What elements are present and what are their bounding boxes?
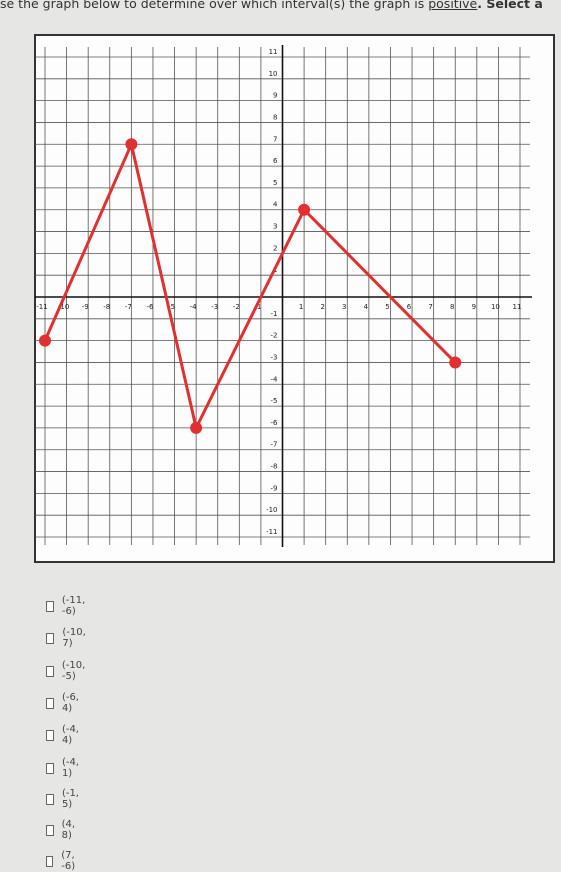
graph: -11 -10 -9 -8 -7 -6 -5 -4 -3 -2 -1 1 2 3 4 5 6 7 8 9 10 11-11…: [34, 34, 555, 563]
y-tick-label: -5: [271, 397, 278, 405]
x-tick-label: 7: [428, 303, 432, 311]
y-tick-label: 8: [273, 113, 277, 121]
y-tick-label: 9: [273, 92, 277, 100]
checkbox[interactable]: [46, 793, 54, 805]
checkbox[interactable]: [46, 824, 54, 836]
y-tick-label: -2: [271, 332, 278, 340]
option-label[interactable]: (-11, -6): [61, 595, 86, 617]
y-tick-label: -9: [271, 484, 278, 492]
data-point: [190, 421, 203, 434]
option[interactable]: (7, -6): [46, 850, 79, 872]
option-label[interactable]: (-10, -5): [61, 660, 86, 682]
y-tick-label: 11: [269, 48, 278, 56]
x-tick-label: 1: [299, 303, 303, 311]
option[interactable]: (-10, 7): [46, 627, 88, 649]
x-tick-label: -4: [190, 303, 198, 311]
data-point: [298, 203, 311, 216]
y-tick-label: 5: [273, 179, 277, 187]
option-label[interactable]: (-10, 7): [62, 627, 86, 649]
y-tick-label: -1: [271, 310, 278, 318]
y-tick-label: -7: [271, 441, 278, 449]
y-tick-label: -3: [271, 353, 278, 361]
x-tick-label: -2: [233, 303, 240, 311]
x-tick-label: -9: [82, 303, 89, 311]
x-tick-label: -7: [125, 303, 132, 311]
option-label[interactable]: (7, -6): [61, 850, 76, 872]
x-tick-label: 2: [320, 303, 324, 311]
option-label[interactable]: (4, 8): [61, 819, 76, 841]
y-tick-label: -8: [271, 463, 278, 471]
x-tick-label: 3: [342, 303, 346, 311]
checkbox[interactable]: [46, 729, 54, 741]
y-tick-label: 7: [273, 135, 277, 143]
x-tick-label: -10: [58, 303, 69, 311]
x-tick-label: 4: [364, 303, 369, 311]
data-point: [39, 334, 51, 347]
x-tick-label: -3: [211, 303, 218, 311]
option[interactable]: (-1, 5): [46, 788, 82, 810]
question: se the graph below to determine over whi…: [0, 0, 561, 11]
option-label[interactable]: (-4, 4): [61, 724, 79, 746]
y-tick-label: -11: [266, 528, 277, 536]
y-tick-label: 3: [273, 223, 277, 231]
checkbox[interactable]: [46, 632, 55, 644]
option-label[interactable]: (-1, 5): [61, 788, 79, 810]
y-tick-label: 4: [273, 201, 278, 209]
question-text: se the graph below to determine over whi…: [0, 0, 429, 11]
option[interactable]: (-4, 1): [46, 757, 82, 779]
data-point: [125, 138, 138, 151]
option[interactable]: (-4, 4): [46, 724, 82, 746]
graph-frame: [34, 34, 555, 563]
y-tick-label: 10: [269, 70, 278, 78]
option[interactable]: (4, 8): [46, 819, 78, 841]
option[interactable]: (-6, 4): [46, 692, 82, 714]
option[interactable]: (-10, -5): [46, 660, 88, 682]
question-text: . Select a: [477, 0, 543, 11]
y-tick-label: 2: [273, 244, 277, 252]
x-tick-label: 5: [385, 303, 389, 311]
y-tick-label: -10: [266, 506, 277, 514]
x-tick-label: 9: [472, 303, 476, 311]
option[interactable]: (-11, -6): [46, 595, 88, 617]
x-tick-label: 6: [407, 303, 412, 311]
x-tick-label: -1: [254, 303, 261, 311]
x-tick-label: -5: [168, 303, 175, 311]
option-label[interactable]: (-4, 1): [61, 757, 79, 779]
checkbox[interactable]: [46, 600, 54, 612]
question-emphasis: positive: [428, 0, 478, 11]
checkbox[interactable]: [46, 697, 54, 709]
y-tick-label: -4: [271, 375, 279, 383]
x-tick-label: 11: [513, 303, 522, 311]
checkbox[interactable]: [46, 855, 54, 867]
x-tick-label: -11: [36, 303, 47, 311]
checkbox[interactable]: [46, 762, 54, 774]
x-tick-label: -6: [146, 303, 154, 311]
y-tick-label: -6: [271, 419, 279, 427]
x-tick-label: 8: [450, 303, 454, 311]
data-point: [449, 356, 462, 369]
x-tick-label: -8: [103, 303, 110, 311]
x-tick-label: 10: [491, 303, 500, 311]
y-tick-label: 6: [273, 157, 278, 165]
option-label[interactable]: (-6, 4): [61, 692, 79, 714]
checkbox[interactable]: [46, 665, 54, 677]
